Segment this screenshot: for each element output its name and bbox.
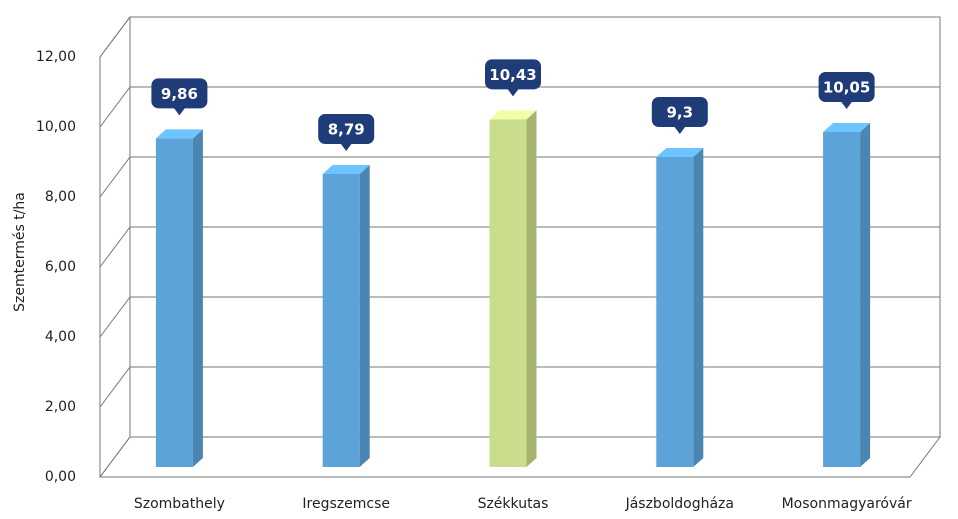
grid-line [99,156,131,198]
label-pointer [507,88,519,97]
y-tick-label: 4,00 [45,329,76,345]
x-tick-label: Székkutas [478,496,549,512]
data-label: 9,3 [667,104,694,122]
grid-line [99,366,131,408]
bar-side [526,110,537,467]
bar [489,119,527,467]
y-tick-label: 8,00 [45,189,76,205]
data-label: 9,86 [161,85,198,103]
bar-top [489,110,537,120]
bar-side [192,129,203,468]
y-tick-label: 2,00 [45,399,76,415]
bar-top [322,165,370,174]
y-tick-label: 6,00 [45,259,76,275]
bar [155,138,193,468]
bar-top [823,123,871,132]
grid-line [99,296,131,338]
label-pointer [173,107,186,116]
data-label: 8,79 [328,121,365,139]
x-tick-label: Jászboldogháza [625,496,734,512]
label-pointer [340,143,353,151]
bar-side [693,148,704,467]
grid-line [99,436,131,478]
y-axis-label: Szemtermés t/ha [12,192,28,312]
label-box [818,72,875,102]
y-tick-label: 12,00 [36,49,76,65]
label-box [485,59,541,90]
bar-side [359,165,370,467]
grid-line [99,226,131,268]
bar [656,157,694,467]
y-tick-label: 10,00 [36,119,76,135]
y-tick-label: 0,00 [45,469,76,485]
bar [823,132,861,467]
label-box [151,78,208,109]
label-box [651,97,708,127]
grid-line [99,86,131,128]
data-label: 10,05 [823,79,870,97]
bar-top [656,148,704,157]
x-tick-label: Iregszemcse [302,496,390,512]
label-pointer [673,126,686,134]
label-box [318,114,375,144]
label-pointer [840,101,853,109]
grid-line [99,16,131,58]
x-tick-label: Szombathely [134,496,225,512]
bar-top [155,129,203,139]
bar-side [860,123,871,467]
x-tick-label: Mosonmagyaróvár [782,496,912,512]
bar [322,174,360,467]
data-label: 10,43 [489,66,536,84]
